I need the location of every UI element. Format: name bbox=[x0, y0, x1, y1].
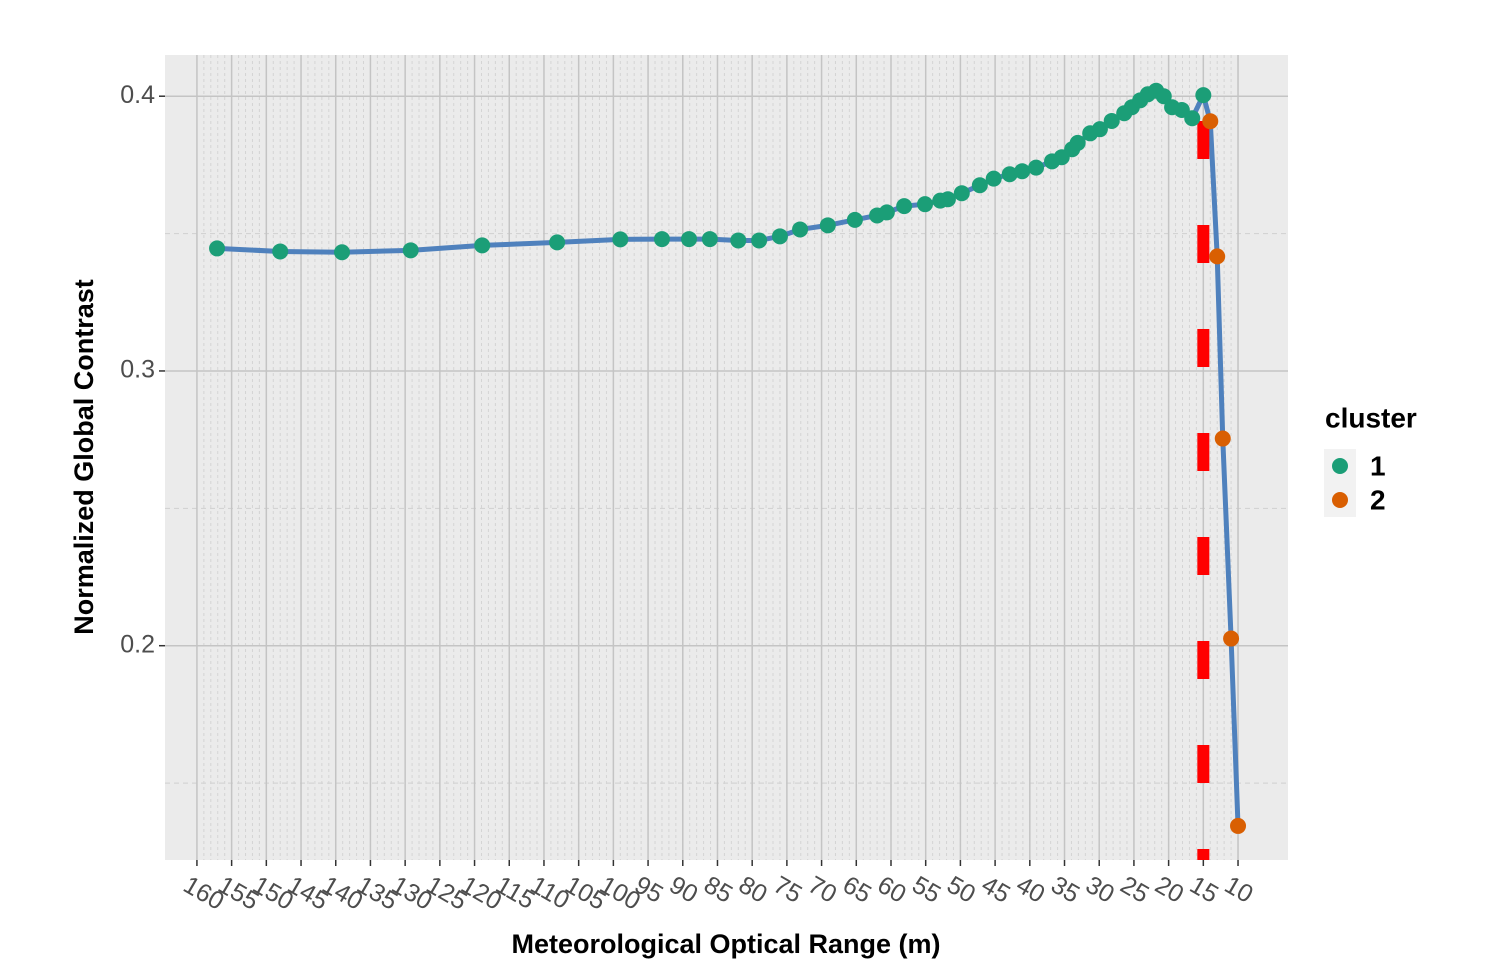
x-tick-label: 50 bbox=[942, 871, 980, 909]
x-tick-label: 10 bbox=[1220, 871, 1258, 909]
point bbox=[1202, 113, 1219, 130]
x-tick-label: 60 bbox=[873, 871, 911, 909]
x-tick-label: 20 bbox=[1150, 871, 1188, 909]
x-tick-label: 15 bbox=[1185, 871, 1223, 909]
point bbox=[730, 232, 747, 249]
point bbox=[333, 244, 350, 261]
point bbox=[1091, 121, 1108, 138]
panel bbox=[165, 55, 1288, 860]
point bbox=[474, 237, 491, 254]
point bbox=[209, 240, 226, 257]
x-tick-label: 90 bbox=[664, 871, 702, 909]
legend-key bbox=[1332, 458, 1348, 474]
point bbox=[819, 217, 836, 234]
x-tick-label: 75 bbox=[769, 871, 807, 909]
x-tick-label: 70 bbox=[803, 871, 841, 909]
x-tick-label: 30 bbox=[1081, 871, 1119, 909]
x-tick-label: 65 bbox=[838, 871, 876, 909]
y-axis-title: Normalized Global Contrast bbox=[69, 279, 99, 635]
point bbox=[1155, 88, 1172, 105]
x-tick-label: 85 bbox=[699, 871, 737, 909]
point bbox=[1209, 248, 1226, 265]
point bbox=[771, 228, 788, 245]
y-tick-label: 0.3 bbox=[120, 356, 155, 384]
point bbox=[1069, 134, 1086, 151]
point bbox=[878, 204, 895, 221]
y-tick-label: 0.2 bbox=[120, 630, 155, 658]
point bbox=[896, 198, 913, 215]
x-tick-label: 40 bbox=[1012, 871, 1050, 909]
point bbox=[792, 221, 809, 238]
x-tick-label: 80 bbox=[734, 871, 772, 909]
point bbox=[653, 231, 670, 248]
point bbox=[1230, 817, 1247, 834]
point bbox=[1214, 430, 1231, 447]
point bbox=[1028, 159, 1045, 176]
x-tick-label: 25 bbox=[1116, 871, 1154, 909]
point bbox=[701, 231, 718, 248]
legend-label: 1 bbox=[1370, 450, 1386, 481]
point bbox=[272, 243, 289, 260]
point bbox=[1001, 166, 1018, 183]
point bbox=[1103, 112, 1120, 129]
point bbox=[917, 196, 934, 213]
legend-title: cluster bbox=[1325, 402, 1417, 433]
legend-key bbox=[1332, 492, 1348, 508]
point bbox=[751, 232, 768, 249]
point bbox=[971, 177, 988, 194]
x-tick-label: 35 bbox=[1046, 871, 1084, 909]
point bbox=[402, 242, 419, 259]
point bbox=[1195, 87, 1212, 104]
legend-label: 2 bbox=[1370, 484, 1386, 515]
x-tick-label: 45 bbox=[977, 871, 1015, 909]
point bbox=[846, 211, 863, 228]
point bbox=[1184, 110, 1201, 127]
x-tick-label: 55 bbox=[907, 871, 945, 909]
point bbox=[1014, 163, 1031, 180]
point bbox=[681, 231, 698, 248]
point bbox=[985, 170, 1002, 187]
point bbox=[939, 191, 956, 208]
point bbox=[549, 234, 566, 251]
point bbox=[612, 231, 629, 248]
y-tick-label: 0.4 bbox=[120, 81, 155, 109]
x-axis-title: Meteorological Optical Range (m) bbox=[511, 929, 940, 959]
point bbox=[1223, 630, 1240, 647]
point bbox=[953, 185, 970, 202]
